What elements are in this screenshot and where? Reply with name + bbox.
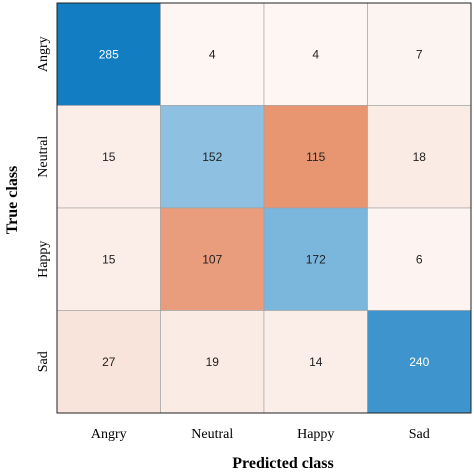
y-tick-label-angry: Angry [36, 36, 51, 72]
matrix-cell-sad-happy [263, 310, 368, 414]
matrix-cell-value: 4 [209, 47, 216, 61]
y-tick-label-happy: Happy [36, 241, 51, 278]
matrix-cell-value: 15 [102, 252, 116, 266]
x-tick-label-neutral: Neutral [191, 427, 233, 442]
matrix-cell-sad-neutral [160, 310, 265, 414]
matrix-cells: 285 4 4 7 15 152 115 18 15 107 172 6 27 19 14 240 [56, 2, 472, 414]
matrix-cell-value: 18 [413, 150, 427, 164]
matrix-cell-value: 7 [416, 47, 423, 61]
matrix-cell-value: 15 [102, 150, 116, 164]
matrix-cell-sad-angry [56, 310, 161, 414]
y-tick-label-sad: Sad [36, 351, 51, 372]
matrix-cell-angry-angry [56, 2, 161, 106]
matrix-cell-angry-neutral [160, 2, 265, 106]
matrix-cell-neutral-angry [56, 105, 161, 209]
x-tick-label-sad: Sad [409, 427, 430, 442]
matrix-cell-value: 6 [416, 252, 423, 266]
y-tick-label-neutral: Neutral [36, 136, 51, 178]
matrix-cell-happy-neutral [160, 207, 265, 311]
x-axis-title: Predicted class [232, 455, 333, 472]
matrix-cell-value: 285 [99, 47, 119, 61]
matrix-cell-happy-sad [367, 207, 472, 311]
matrix-cell-value: 240 [409, 355, 429, 369]
matrix-cell-value: 4 [312, 47, 319, 61]
y-axis-title: True class [4, 166, 21, 235]
x-tick-labels: Angry Neutral Happy Sad [91, 427, 430, 442]
matrix-cell-value: 107 [202, 252, 222, 266]
matrix-cell-value: 115 [306, 150, 325, 164]
matrix-cell-neutral-happy [263, 105, 368, 209]
x-tick-label-angry: Angry [91, 427, 127, 442]
matrix-cell-value: 27 [102, 355, 116, 369]
matrix-cell-neutral-sad [367, 105, 472, 209]
matrix-cell-value: 152 [202, 150, 222, 164]
matrix-cell-value: 172 [306, 252, 326, 266]
x-tick-label-happy: Happy [297, 427, 334, 442]
matrix-cell-value: 14 [309, 355, 323, 369]
y-tick-labels: Angry Neutral Happy Sad [36, 36, 51, 372]
matrix-cell-neutral-neutral [160, 105, 265, 209]
plot-border [56, 2, 472, 414]
matrix-cell-sad-sad [367, 310, 472, 414]
matrix-cell-value: 19 [206, 355, 220, 369]
matrix-cell-angry-sad [367, 2, 472, 106]
